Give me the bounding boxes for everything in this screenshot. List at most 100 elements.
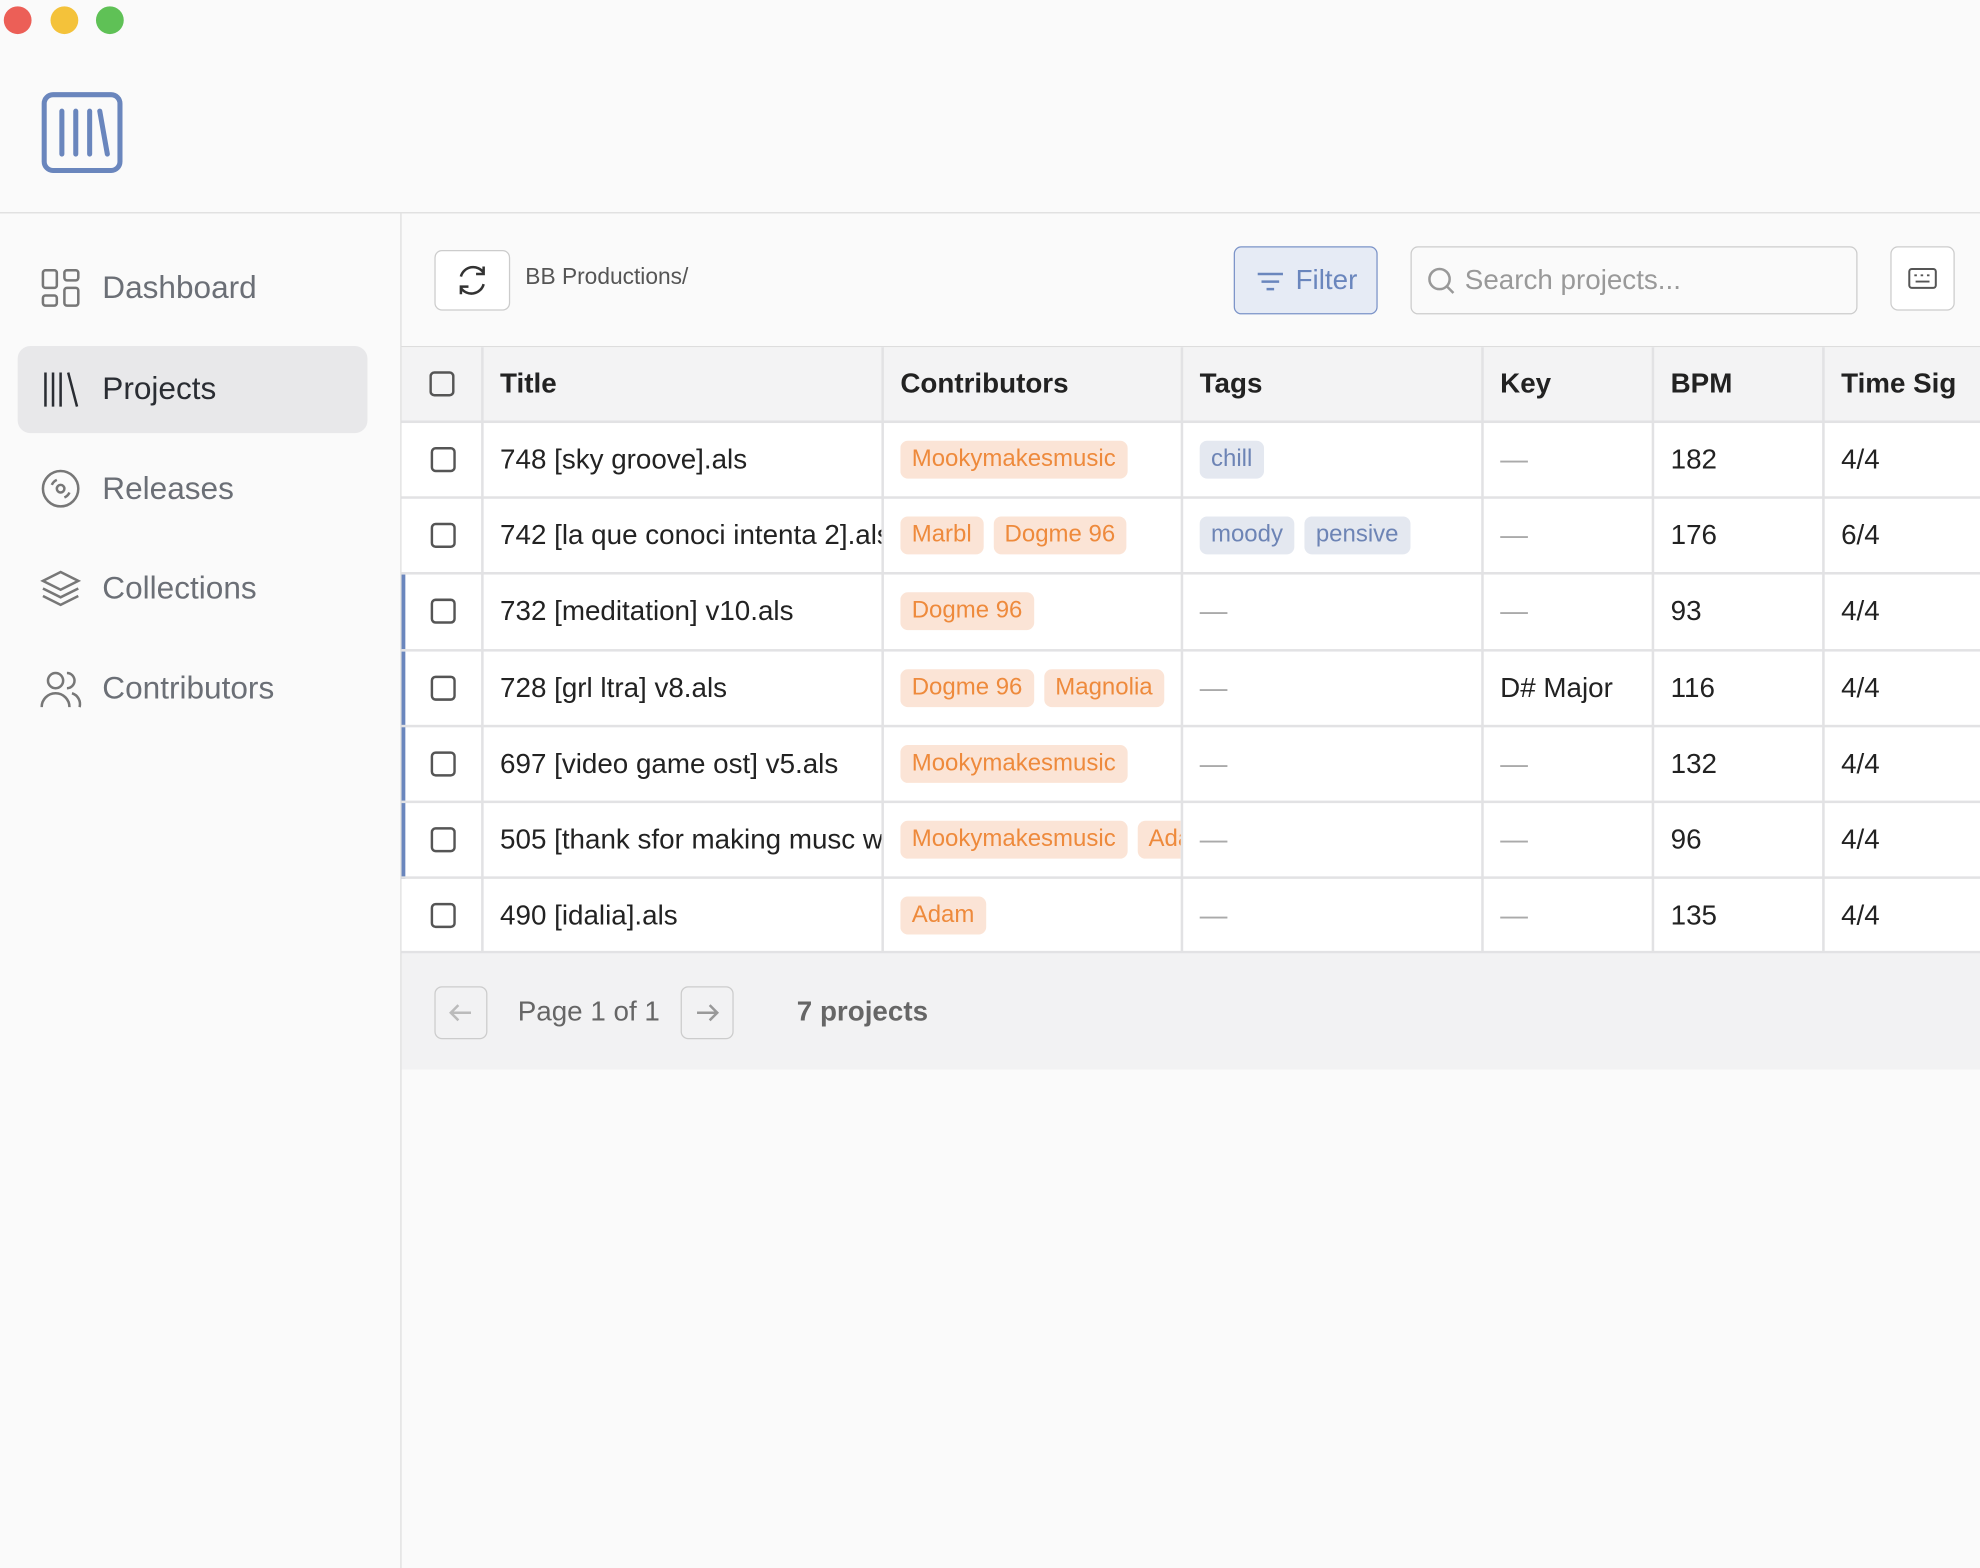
window-controls (3, 6, 124, 35)
keyboard-button[interactable] (1890, 246, 1955, 311)
tags-cell: — (1199, 823, 1228, 855)
cell[interactable] (430, 499, 456, 572)
prev-page[interactable] (434, 986, 488, 1040)
title-cell: 728 [grl ltra] v8.als (500, 671, 728, 703)
cell[interactable] (430, 575, 456, 648)
row-checkbox[interactable] (430, 675, 456, 701)
row-divider (401, 648, 1980, 652)
table-header (401, 347, 1980, 421)
contributors-cell: Mookymakesmusic (900, 423, 1180, 496)
page-indicator: Page 1 of 1 (517, 995, 660, 1027)
contributor-pill[interactable]: Mookymakesmusic (900, 820, 1128, 859)
contributors-cell: Adam (900, 879, 1180, 952)
key-cell: — (1500, 899, 1528, 931)
time_sig-cell: 4/4 (1841, 671, 1880, 703)
top-bar (0, 0, 1980, 214)
contributor-pill[interactable]: Dogme 96 (993, 516, 1127, 555)
nav-item[interactable]: Releases (18, 446, 368, 533)
row-divider (401, 572, 1980, 576)
nav-item[interactable]: Contributors (18, 645, 368, 732)
cell[interactable] (430, 651, 456, 724)
time_sig-cell: 4/4 (1841, 823, 1880, 855)
contributor-pill[interactable]: Mookymakesmusic (900, 744, 1128, 783)
column-header[interactable]: Tags (1199, 367, 1263, 400)
row-checkbox[interactable] (430, 751, 456, 777)
row-divider (401, 876, 1980, 880)
row-checkbox[interactable] (430, 599, 456, 625)
nav-label: Dashboard (102, 270, 257, 306)
row-indicator (401, 727, 406, 803)
maximize[interactable] (95, 6, 124, 35)
key-cell: — (1500, 823, 1528, 855)
tags-cell: moody pensive (1199, 499, 1482, 572)
row-checkbox[interactable] (430, 903, 456, 929)
contributors-cell: Dogme 96 Magnolia (900, 651, 1180, 724)
pagination-bar (401, 953, 1980, 1070)
key-cell: — (1500, 443, 1528, 475)
contributors-cell: MookymakesmusicAdam (900, 803, 1181, 876)
column-header[interactable]: Contributors (900, 367, 1069, 400)
row-indicator (401, 575, 406, 651)
time_sig-cell: 4/4 (1841, 443, 1880, 475)
tags-cell: — (1199, 595, 1228, 627)
bpm-cell: 93 (1670, 595, 1702, 627)
row-checkbox[interactable] (430, 827, 456, 853)
nav-label: Contributors (102, 670, 275, 706)
bpm-cell: 182 (1670, 443, 1717, 475)
select-all-checkbox[interactable] (429, 371, 455, 397)
contributor-pill[interactable]: Dogme 96 (900, 668, 1034, 707)
breadcrumb[interactable]: BB Productions/ (525, 263, 689, 290)
tag-pill[interactable]: pensive (1304, 516, 1410, 555)
cell[interactable] (429, 347, 455, 420)
time_sig-cell: 4/4 (1841, 747, 1880, 779)
bpm-cell: 116 (1670, 671, 1715, 703)
nav-item[interactable]: Dashboard (18, 245, 368, 332)
bpm-cell: 176 (1670, 519, 1717, 551)
cell[interactable] (430, 879, 456, 952)
search-box[interactable]: Search projects... (1410, 246, 1858, 315)
sidebar-divider (400, 213, 402, 1568)
nav-label: Collections (102, 570, 257, 607)
next-page[interactable] (680, 986, 734, 1040)
nav-item[interactable]: Projects (17, 345, 368, 434)
column-header[interactable]: BPM (1670, 367, 1733, 400)
key-cell: — (1500, 519, 1528, 551)
title-cell: 742 [la que conoci intenta 2].als (500, 519, 882, 551)
cell[interactable] (430, 423, 456, 496)
bpm-cell: 132 (1670, 747, 1717, 779)
title-cell: 748 [sky groove].als (500, 443, 748, 475)
contributors-cell: Dogme 96 (900, 575, 1180, 648)
contributor-pill[interactable]: Mookymakesmusic (900, 440, 1128, 479)
filter-label: Filter (1295, 263, 1358, 296)
tag-pill[interactable]: moody (1199, 516, 1295, 555)
contributor-pill[interactable]: Adam (1137, 820, 1181, 859)
cell[interactable] (430, 727, 456, 800)
cell[interactable] (430, 803, 456, 876)
row-divider (401, 950, 1980, 954)
tag-pill[interactable]: chill (1199, 440, 1264, 479)
nav-item[interactable]: Collections (18, 546, 368, 633)
key-cell: — (1500, 595, 1528, 627)
row-checkbox[interactable] (430, 523, 456, 549)
column-header[interactable]: Time Sig (1841, 367, 1957, 400)
bpm-cell: 135 (1670, 899, 1717, 931)
refresh-button[interactable] (434, 250, 511, 311)
title-cell: 505 [thank sfor making musc w (500, 823, 882, 855)
tags-cell: — (1199, 899, 1228, 931)
contributor-pill[interactable]: Marbl (900, 516, 984, 555)
row-divider (401, 420, 1980, 424)
column-header[interactable]: Title (500, 367, 557, 400)
row-checkbox[interactable] (430, 447, 456, 473)
search-placeholder: Search projects... (1464, 263, 1681, 296)
time_sig-cell: 4/4 (1841, 595, 1880, 627)
contributor-pill[interactable]: Magnolia (1043, 668, 1164, 707)
row-divider (401, 724, 1980, 728)
column-header[interactable]: Key (1500, 367, 1552, 400)
filter-button[interactable]: Filter (1233, 246, 1378, 315)
contributor-pill[interactable]: Dogme 96 (900, 592, 1034, 631)
contributor-pill[interactable]: Adam (900, 896, 986, 935)
close[interactable] (3, 6, 32, 35)
minimize[interactable] (50, 6, 79, 35)
